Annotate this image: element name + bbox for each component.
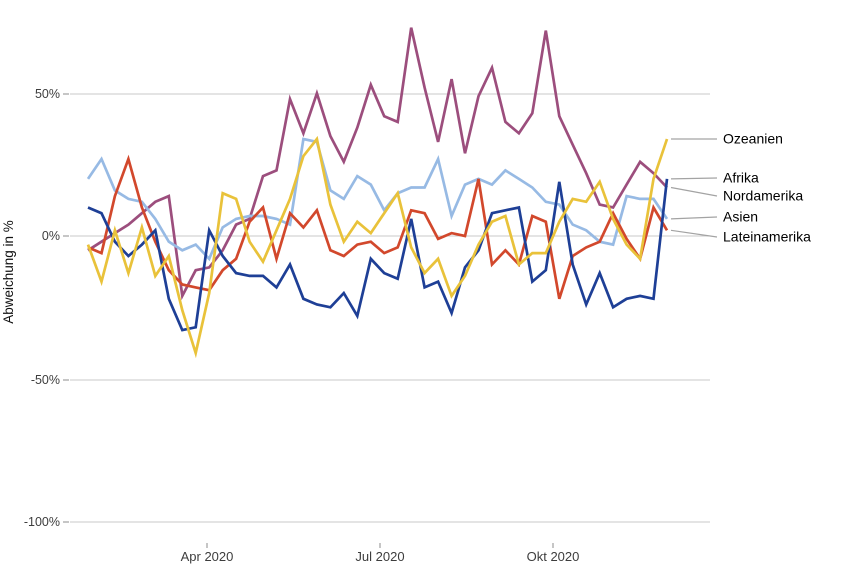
y-tick-label: 50% bbox=[35, 87, 60, 101]
y-tick-label: 0% bbox=[42, 229, 60, 243]
leader-line-afrika bbox=[670, 177, 718, 180]
x-tick-label: Okt 2020 bbox=[527, 549, 580, 564]
y-axis-title: Abweichung in % bbox=[1, 220, 16, 324]
series-lines bbox=[86, 27, 669, 359]
series-line-lateinamerika bbox=[87, 154, 669, 300]
series-label-ozeanien: Ozeanien bbox=[723, 131, 783, 147]
x-tick-label: Apr 2020 bbox=[181, 549, 234, 564]
series-label-afrika: Afrika bbox=[723, 170, 759, 186]
y-axis-labels: 50% 0% -50% -100% bbox=[24, 87, 60, 529]
series-line-ozeanien bbox=[86, 135, 669, 359]
leader-line-lateinamerika bbox=[670, 229, 718, 238]
x-tick-label: Jul 2020 bbox=[355, 549, 404, 564]
leader-line-nordamerika bbox=[670, 186, 718, 197]
leader-line-asien bbox=[670, 216, 718, 220]
series-label-asien: Asien bbox=[723, 209, 758, 225]
y-tick-label: -100% bbox=[24, 515, 60, 529]
series-line-nordamerika bbox=[87, 27, 668, 301]
series-line-afrika bbox=[87, 178, 669, 332]
series-label-nordamerika: Nordamerika bbox=[723, 188, 803, 204]
series-labels: Ozeanien Afrika Nordamerika Asien Latein… bbox=[723, 131, 811, 245]
label-leader-lines bbox=[670, 138, 718, 238]
series-line-asien bbox=[86, 137, 669, 262]
series-label-lateinamerika: Lateinamerika bbox=[723, 229, 811, 245]
y-axis-ticks bbox=[63, 93, 69, 523]
y-tick-label: -50% bbox=[31, 373, 60, 387]
x-axis: Apr 2020 Jul 2020 Okt 2020 bbox=[181, 543, 580, 564]
